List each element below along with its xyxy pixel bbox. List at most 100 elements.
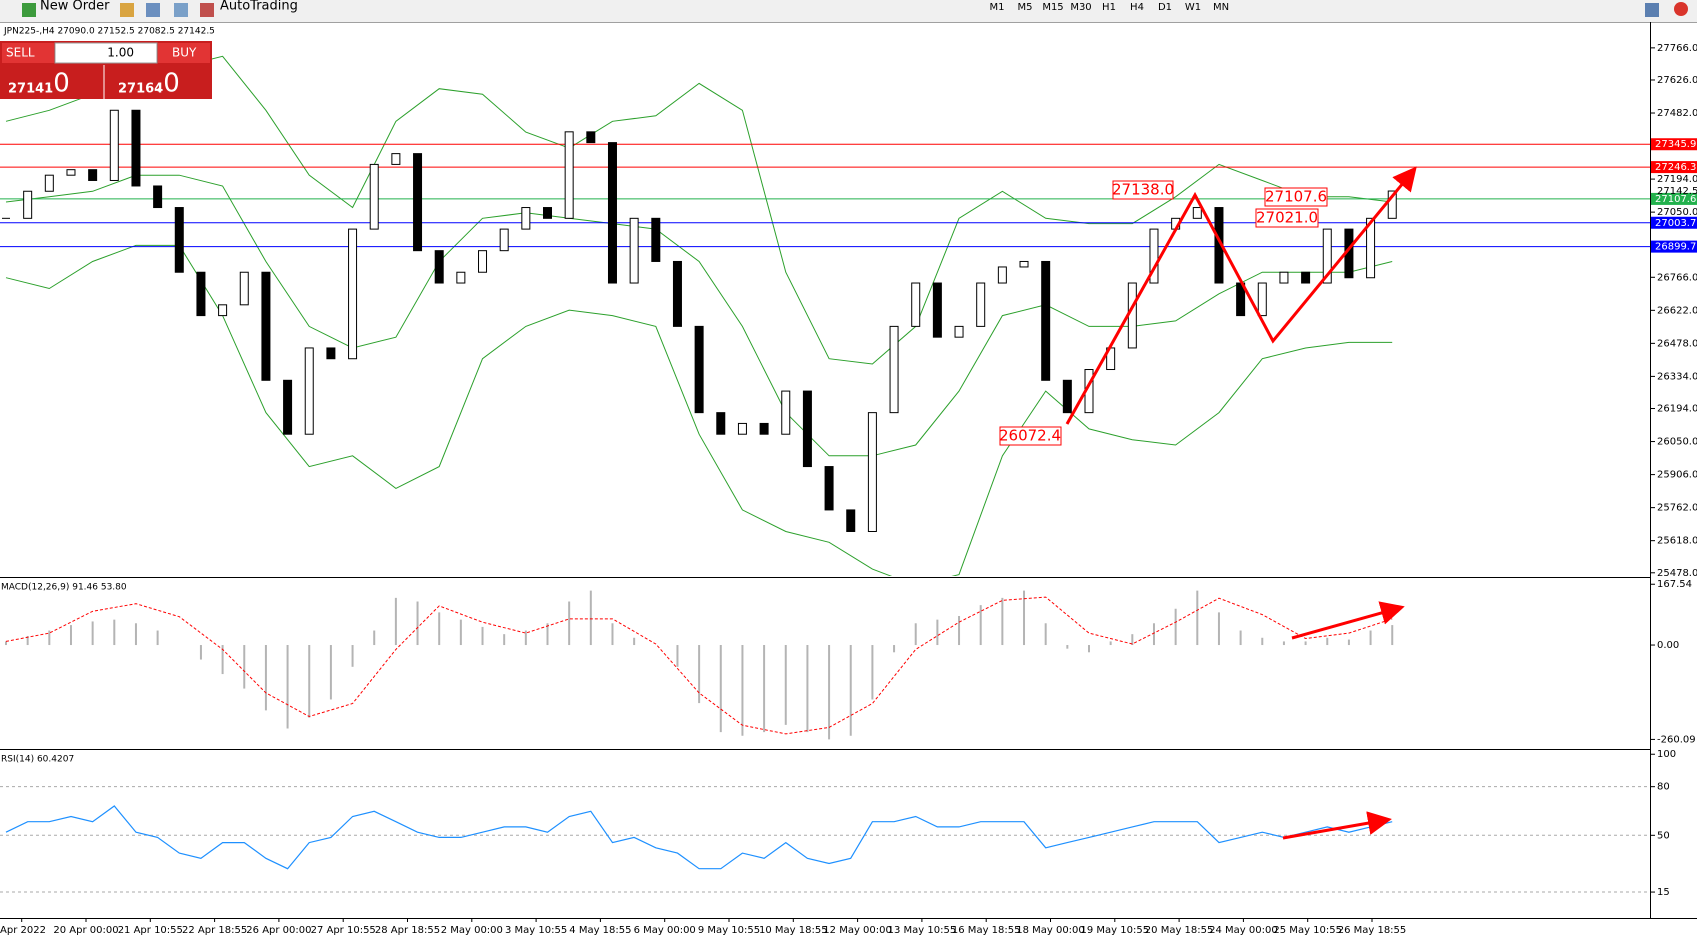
candle bbox=[348, 228, 358, 360]
timeframe-button[interactable]: D1 bbox=[1158, 2, 1172, 13]
candle bbox=[651, 217, 661, 262]
annotation-box bbox=[1255, 208, 1319, 228]
zigzag-arrow bbox=[1065, 166, 1417, 425]
price-label: 27142.5 bbox=[1657, 186, 1697, 197]
candle bbox=[1192, 207, 1202, 219]
main-plot bbox=[0, 55, 1650, 576]
timeframe-button[interactable]: M1 bbox=[990, 2, 1005, 13]
y-tick-label: 26334.0 bbox=[1657, 371, 1697, 382]
x-tick-label: 6 May 00:00 bbox=[634, 925, 696, 936]
candle bbox=[1149, 228, 1159, 284]
annotation-box bbox=[1264, 187, 1328, 207]
timeframe-button[interactable]: M5 bbox=[1018, 2, 1033, 13]
level-label-bg bbox=[1651, 138, 1697, 151]
volume[interactable]: 1.00 bbox=[107, 46, 134, 60]
sell-label[interactable]: SELL bbox=[6, 46, 35, 60]
x-tick-label: 3 May 10:55 bbox=[505, 925, 567, 936]
macd-title: MACD(12,26,9) 91.46 53.80 bbox=[1, 583, 127, 593]
trade-panel: SELL 1.00 BUY 27141 .0 27164 .0 bbox=[0, 41, 212, 99]
candle bbox=[391, 153, 401, 165]
new-order-button[interactable]: New Order bbox=[40, 0, 110, 14]
candle bbox=[607, 142, 617, 284]
y-tick-label: 27050.0 bbox=[1657, 207, 1697, 218]
candle bbox=[1257, 282, 1267, 317]
candle bbox=[521, 207, 531, 230]
timeframe-button[interactable]: M15 bbox=[1042, 2, 1063, 13]
x-tick-label: 10 May 18:55 bbox=[759, 925, 828, 936]
candle bbox=[1127, 282, 1137, 349]
tool-icon[interactable] bbox=[146, 3, 160, 17]
candle bbox=[759, 422, 769, 435]
x-tick-label: 13 May 10:55 bbox=[888, 925, 957, 936]
timeframe-button[interactable]: H4 bbox=[1130, 2, 1144, 13]
candle bbox=[218, 304, 228, 317]
rsi-arrow bbox=[1282, 811, 1392, 840]
sell-button[interactable] bbox=[2, 43, 54, 63]
candle bbox=[1387, 190, 1397, 219]
candle bbox=[109, 109, 119, 181]
y-tick-label: 100 bbox=[1657, 749, 1676, 760]
toolbar-bg bbox=[0, 0, 1697, 22]
x-tick-label: 19 May 10:55 bbox=[1081, 925, 1150, 936]
level-label: 26899.7 bbox=[1655, 242, 1696, 253]
candle bbox=[1019, 260, 1029, 268]
toolbar: New Order AutoTrading M1 M5 M15 M30 H1 H4 D1 W1… bbox=[0, 0, 1697, 22]
y-tick-label: 26194.0 bbox=[1657, 404, 1697, 415]
autotrading-icon[interactable] bbox=[200, 3, 214, 17]
x-tick-label: 2 May 00:00 bbox=[441, 925, 503, 936]
candle bbox=[1062, 379, 1072, 414]
candle bbox=[997, 266, 1007, 284]
candle bbox=[737, 422, 747, 435]
candle bbox=[716, 412, 726, 435]
candle bbox=[131, 109, 141, 187]
buy-button[interactable] bbox=[158, 43, 210, 63]
new-order-icon[interactable] bbox=[22, 3, 36, 17]
candle bbox=[326, 347, 336, 360]
x-tick-label: Apr 2022 bbox=[0, 925, 46, 936]
candle bbox=[88, 169, 98, 181]
y-tick-label: 26766.0 bbox=[1657, 272, 1697, 283]
candle bbox=[586, 131, 596, 144]
buy-price[interactable]: 27164 bbox=[118, 82, 163, 97]
candle bbox=[954, 325, 964, 338]
annotation: 27021.0 bbox=[1256, 209, 1318, 227]
timeframe-button[interactable]: MN bbox=[1213, 2, 1229, 13]
alert-icon[interactable] bbox=[1674, 2, 1688, 16]
candle bbox=[629, 217, 639, 284]
macd-plot bbox=[5, 590, 1394, 740]
y-tick-label: 27482.0 bbox=[1657, 108, 1697, 119]
timeframe-button[interactable]: H1 bbox=[1102, 2, 1116, 13]
level-label-bg bbox=[1651, 216, 1697, 229]
y-tick-label: 25906.0 bbox=[1657, 470, 1697, 481]
tool-icon[interactable] bbox=[120, 3, 134, 17]
tool-icon[interactable] bbox=[174, 3, 188, 17]
y-tick-label: 27766.0 bbox=[1657, 43, 1697, 54]
candle bbox=[543, 207, 552, 219]
x-tick-label: 25 May 10:55 bbox=[1273, 925, 1342, 936]
sell-price[interactable]: 27141 bbox=[8, 82, 53, 97]
x-tick-label: 24 May 00:00 bbox=[1209, 925, 1278, 936]
level-label-bg bbox=[1651, 240, 1697, 253]
y-tick-label: 15 bbox=[1657, 887, 1670, 898]
level-label-bg bbox=[1651, 161, 1697, 174]
signal-line bbox=[5, 596, 1393, 735]
buy-label[interactable]: BUY bbox=[172, 46, 197, 60]
y-tick-label: 26478.0 bbox=[1657, 338, 1697, 349]
volume-field[interactable] bbox=[54, 42, 158, 64]
candle bbox=[781, 390, 791, 435]
y-tick-label: 167.54 bbox=[1657, 579, 1692, 590]
bollinger-lower bbox=[5, 244, 1393, 576]
candle bbox=[1279, 271, 1289, 284]
candle bbox=[478, 250, 488, 273]
sell-price-fraction[interactable]: .0 bbox=[45, 69, 70, 99]
search-icon[interactable] bbox=[1645, 3, 1659, 17]
candle bbox=[1322, 228, 1332, 284]
timeframe-button[interactable]: W1 bbox=[1185, 2, 1201, 13]
autotrading-button[interactable]: AutoTrading bbox=[220, 0, 298, 14]
candle bbox=[1301, 271, 1311, 284]
buy-price-fraction[interactable]: .0 bbox=[155, 69, 180, 99]
level-label: 27246.3 bbox=[1655, 162, 1696, 173]
timeframe-button[interactable]: M30 bbox=[1070, 2, 1091, 13]
x-tick-label: 21 Apr 10:55 bbox=[118, 925, 183, 936]
